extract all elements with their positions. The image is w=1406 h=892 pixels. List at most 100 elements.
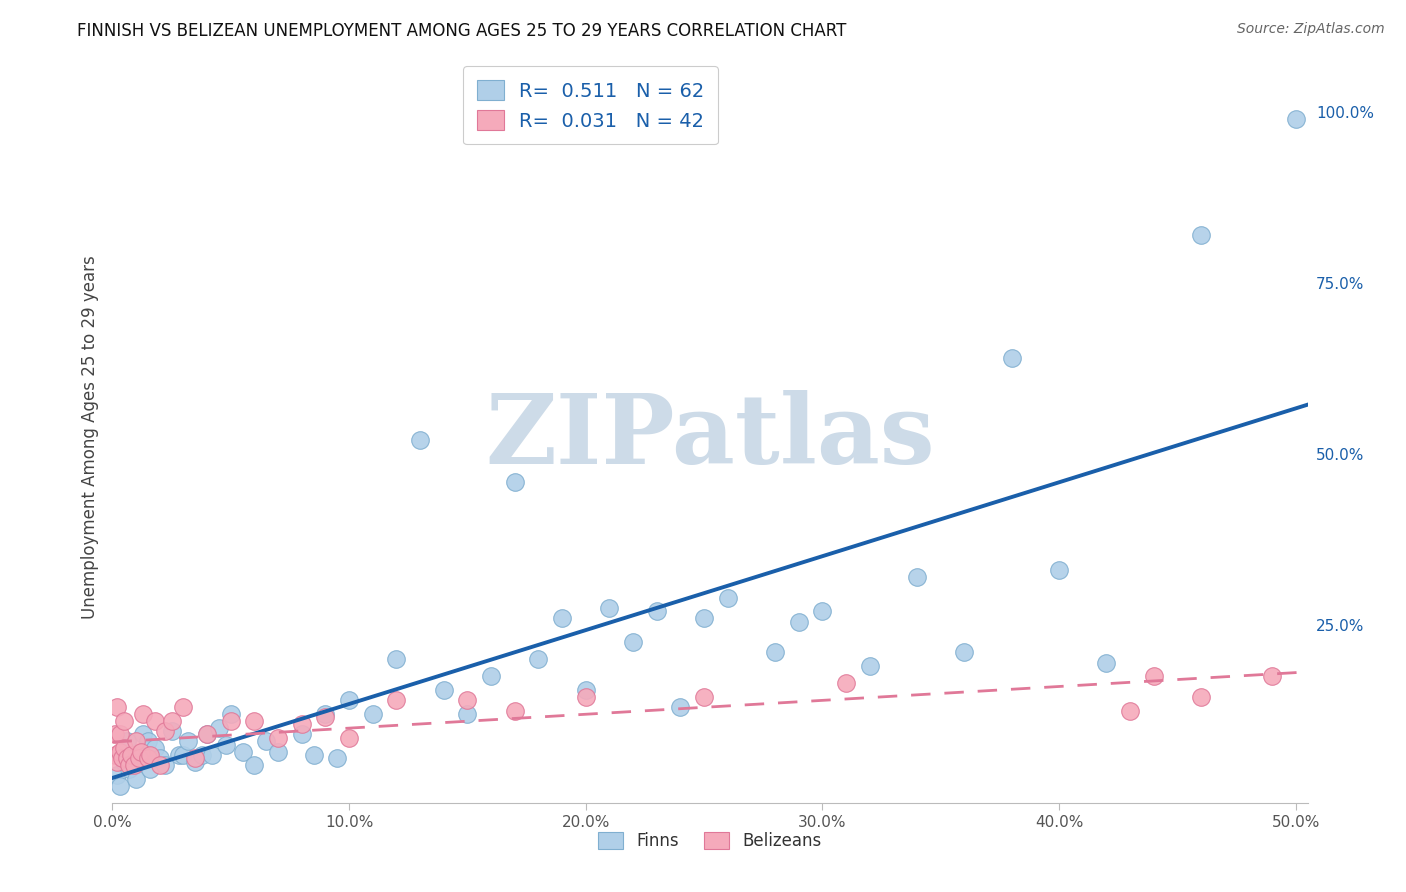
- Point: [527, 652, 550, 666]
- Point: [111, 751, 134, 765]
- Text: Source: ZipAtlas.com: Source: ZipAtlas.com: [1237, 22, 1385, 37]
- Point: [361, 706, 384, 721]
- Point: [326, 751, 349, 765]
- Point: [385, 652, 408, 666]
- Point: [385, 693, 408, 707]
- Point: [128, 751, 150, 765]
- Point: [201, 747, 224, 762]
- Point: [105, 700, 128, 714]
- Point: [184, 751, 207, 765]
- Point: [953, 645, 976, 659]
- Point: [859, 659, 882, 673]
- Point: [835, 676, 858, 690]
- Point: [575, 683, 598, 698]
- Point: [291, 727, 314, 741]
- Point: [598, 601, 620, 615]
- Point: [302, 747, 325, 762]
- Point: [125, 734, 148, 748]
- Point: [136, 751, 159, 765]
- Point: [167, 747, 190, 762]
- Point: [139, 762, 162, 776]
- Point: [337, 693, 360, 707]
- Point: [693, 611, 716, 625]
- Point: [104, 747, 127, 762]
- Point: [1189, 228, 1212, 243]
- Point: [132, 706, 155, 721]
- Point: [503, 475, 526, 489]
- Point: [105, 768, 128, 782]
- Point: [254, 734, 277, 748]
- Point: [291, 717, 314, 731]
- Point: [177, 734, 200, 748]
- Point: [195, 727, 218, 741]
- Point: [693, 690, 716, 704]
- Text: ZIPatlas: ZIPatlas: [485, 390, 935, 484]
- Point: [811, 604, 834, 618]
- Point: [1189, 690, 1212, 704]
- Point: [232, 745, 254, 759]
- Point: [129, 747, 152, 762]
- Point: [905, 570, 928, 584]
- Point: [132, 727, 155, 741]
- Point: [120, 747, 142, 762]
- Point: [143, 741, 166, 756]
- Point: [153, 724, 176, 739]
- Point: [479, 669, 502, 683]
- Point: [267, 731, 290, 745]
- Point: [645, 604, 668, 618]
- Point: [108, 745, 131, 759]
- Point: [503, 704, 526, 718]
- Point: [149, 751, 172, 765]
- Point: [160, 714, 183, 728]
- Point: [120, 747, 142, 762]
- Y-axis label: Unemployment Among Ages 25 to 29 years: Unemployment Among Ages 25 to 29 years: [80, 255, 98, 619]
- Legend: Finns, Belizeans: Finns, Belizeans: [592, 825, 828, 856]
- Point: [115, 751, 138, 765]
- Point: [433, 683, 456, 698]
- Point: [409, 434, 432, 448]
- Point: [669, 700, 692, 714]
- Point: [153, 758, 176, 772]
- Point: [1285, 112, 1308, 127]
- Point: [149, 758, 172, 772]
- Point: [139, 747, 162, 762]
- Point: [108, 727, 131, 741]
- Point: [160, 724, 183, 739]
- Point: [118, 758, 141, 772]
- Point: [112, 741, 135, 756]
- Point: [1261, 669, 1284, 683]
- Point: [172, 747, 194, 762]
- Point: [267, 745, 290, 759]
- Point: [337, 731, 360, 745]
- Point: [1095, 656, 1118, 670]
- Point: [191, 747, 214, 762]
- Point: [112, 714, 135, 728]
- Point: [105, 755, 128, 769]
- Point: [621, 635, 644, 649]
- Point: [195, 727, 218, 741]
- Point: [787, 615, 810, 629]
- Point: [456, 693, 478, 707]
- Point: [184, 755, 207, 769]
- Point: [1143, 669, 1166, 683]
- Point: [143, 714, 166, 728]
- Point: [243, 714, 266, 728]
- Point: [1047, 563, 1070, 577]
- Point: [1001, 351, 1024, 366]
- Point: [314, 710, 336, 724]
- Point: [717, 591, 740, 605]
- Point: [243, 758, 266, 772]
- Point: [215, 738, 238, 752]
- Point: [219, 714, 242, 728]
- Point: [208, 721, 231, 735]
- Point: [763, 645, 786, 659]
- Point: [1119, 704, 1142, 718]
- Text: FINNISH VS BELIZEAN UNEMPLOYMENT AMONG AGES 25 TO 29 YEARS CORRELATION CHART: FINNISH VS BELIZEAN UNEMPLOYMENT AMONG A…: [77, 22, 846, 40]
- Point: [112, 755, 135, 769]
- Point: [118, 762, 141, 776]
- Point: [129, 745, 152, 759]
- Point: [456, 706, 478, 721]
- Point: [551, 611, 574, 625]
- Point: [136, 734, 159, 748]
- Point: [219, 706, 242, 721]
